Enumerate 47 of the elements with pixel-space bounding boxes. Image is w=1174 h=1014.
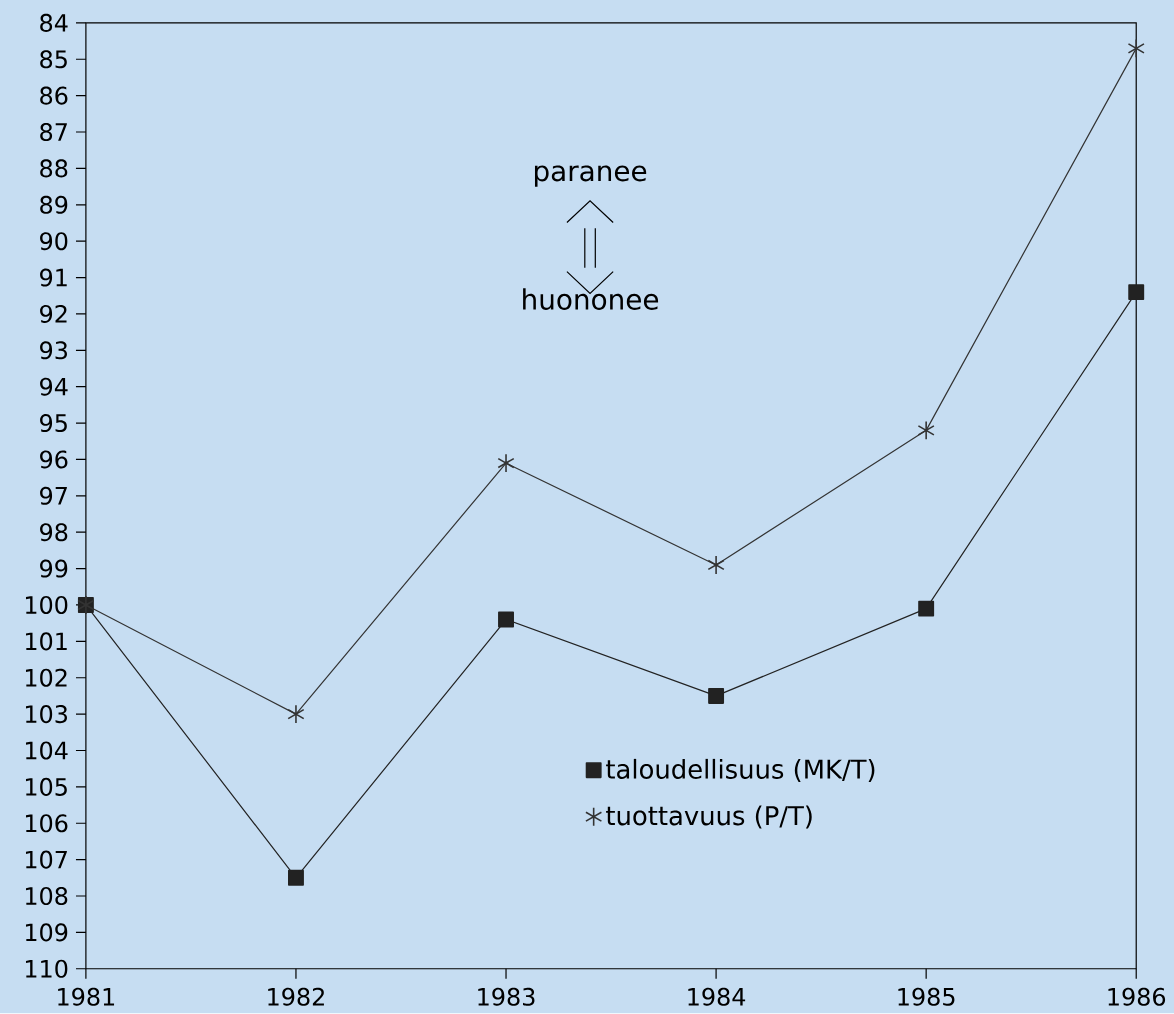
y-tick-label: 93 <box>40 341 67 360</box>
y-tick-label: 107 <box>25 850 67 869</box>
point <box>918 600 935 617</box>
point <box>708 688 725 705</box>
annotation: paranee <box>534 165 647 188</box>
x-tick-label: 1982 <box>268 987 324 1007</box>
legend-label: taloudellisuus (MK/T) <box>606 759 875 783</box>
y-tick-label: 110 <box>25 959 68 979</box>
point <box>707 555 725 575</box>
y-tick-label: 104 <box>25 741 68 760</box>
x-tick-label: 1983 <box>478 987 535 1007</box>
y-tick-label: 84 <box>40 14 68 33</box>
point <box>498 611 514 628</box>
y-tick-label: 103 <box>25 705 67 724</box>
y-tick-label: 99 <box>40 559 68 578</box>
x-tick-label: 1981 <box>58 987 115 1007</box>
y-tick-label: 108 <box>25 887 68 906</box>
y-tick-label: 95 <box>40 414 67 433</box>
y-tick-label: 85 <box>40 50 67 69</box>
y-tick-label: 96 <box>40 450 68 469</box>
y-tick-label: 86 <box>40 86 68 105</box>
y-tick-label: 101 <box>25 632 67 651</box>
y-tick-label: 89 <box>40 195 68 215</box>
y-tick-label: 105 <box>25 778 67 797</box>
point <box>497 453 515 474</box>
y-tick-label: 94 <box>40 377 68 396</box>
y-tick-label: 97 <box>40 487 67 506</box>
x-tick-label: 1986 <box>1108 987 1166 1007</box>
y-tick-label: 91 <box>40 268 67 287</box>
y-tick-label: 109 <box>25 923 68 942</box>
point <box>288 870 304 887</box>
annotation: huononee <box>523 288 659 311</box>
legend-label: tuottavuus (P/T) <box>606 805 812 829</box>
y-tick-label: 98 <box>40 523 68 542</box>
y-tick-label: 90 <box>40 232 68 251</box>
y-tick-label: 88 <box>40 159 68 178</box>
y-tick-label: 87 <box>40 123 67 142</box>
point <box>917 420 935 441</box>
y-tick-label: 102 <box>25 668 67 687</box>
y-tick-label: 106 <box>25 814 68 833</box>
x-tick-label: 1984 <box>688 987 746 1007</box>
x-tick-label: 1985 <box>898 987 955 1007</box>
y-tick-label: 92 <box>40 305 67 324</box>
point <box>287 704 305 725</box>
y-tick-label: 100 <box>25 596 68 615</box>
point <box>1127 38 1145 59</box>
point <box>1128 284 1145 301</box>
